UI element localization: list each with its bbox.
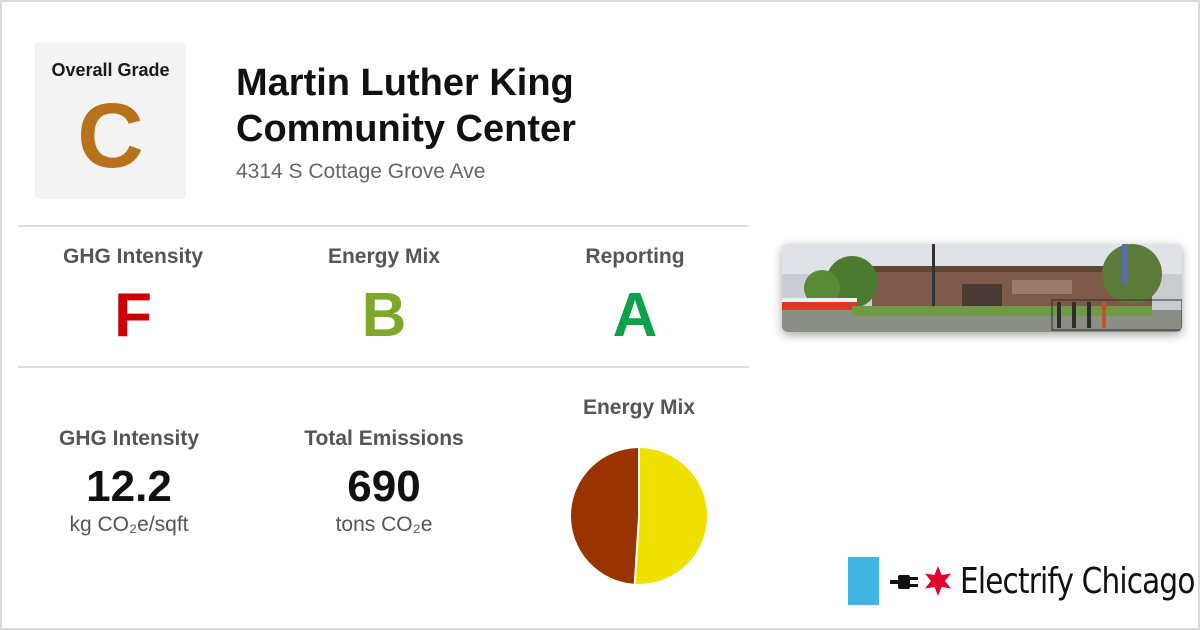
stat-value: 12.2 [86, 462, 172, 511]
stat-unit: kg CO₂e/sqft [69, 513, 189, 537]
pie-slice-1 [569, 445, 640, 586]
plug-icon [890, 575, 918, 589]
stat-value: 690 [347, 462, 421, 511]
grade-ghg-intensity: GHG Intensity F [13, 245, 253, 347]
stat-ghg-intensity: GHG Intensity 12.2 kg CO₂e/sqft [9, 427, 249, 537]
stat-label: Total Emissions [304, 427, 464, 450]
energy-mix-chart-label: Energy Mix [582, 396, 696, 419]
chicago-star-icon [925, 566, 951, 596]
grade-label: Reporting [585, 245, 685, 268]
logo-color-block [848, 557, 879, 605]
stat-label: GHG Intensity [58, 427, 200, 450]
grade-letter: B [361, 281, 407, 350]
overall-grade-label: Overall Grade [51, 60, 170, 80]
building-name: Martin Luther King Community Center [236, 62, 576, 150]
electrify-chicago-logo[interactable]: Electrify Chicago [848, 557, 1195, 605]
grade-label: Energy Mix [327, 245, 441, 268]
building-address: 4314 S Cottage Grove Ave [236, 160, 486, 183]
overall-grade-letter: C [77, 85, 144, 187]
brand-name: Electrify Chicago [960, 561, 1195, 602]
grade-reporting: Reporting A [515, 245, 755, 347]
divider-middle [18, 366, 749, 368]
grade-letter: A [612, 281, 658, 350]
stat-unit: tons CO₂e [335, 513, 433, 537]
pie-slice-0 [633, 445, 709, 586]
overall-grade-box: Overall Grade C [35, 42, 186, 199]
grade-letter: F [114, 281, 152, 350]
building-photo [782, 244, 1182, 332]
stat-total-emissions: Total Emissions 690 tons CO₂e [264, 427, 504, 537]
grade-energy-mix: Energy Mix B [264, 245, 504, 347]
divider-top [18, 225, 749, 227]
grade-label: GHG Intensity [62, 245, 204, 268]
energy-mix-pie-chart [569, 445, 709, 586]
